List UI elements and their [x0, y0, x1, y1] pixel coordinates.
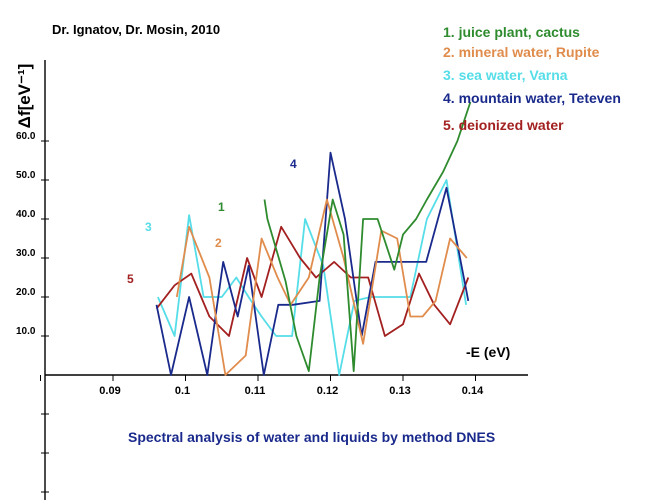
chart-title: Spectral analysis of water and liquids b… [128, 429, 495, 445]
chart-author: Dr. Ignatov, Dr. Mosin, 2010 [52, 22, 220, 37]
series-marker-1: 1 [218, 200, 225, 214]
x-tick-label: 0.14 [462, 385, 484, 397]
series-line-1 [263, 101, 472, 373]
x-tick-label: 0.12 [317, 385, 338, 397]
x-tick-label: 0.1 [175, 385, 190, 397]
series-marker-3: 3 [145, 220, 152, 234]
series-line-5 [155, 225, 470, 337]
x-tick-label: 0.09 [99, 385, 120, 397]
x-tick-label: 0.13 [389, 385, 410, 397]
legend-entry-3: 3. sea water, Varna [443, 67, 568, 83]
legend: 1. juice plant, cactus 2. mineral water, … [443, 24, 621, 133]
y-tick-label: 20.0 [16, 287, 36, 298]
y-tick-label: 30.0 [16, 248, 36, 259]
axes: 0.09 0.1 0.11 0.12 0.13 0.14 10.0 20.0 30.0 40.0 5… [16, 60, 528, 500]
series-line-4 [155, 151, 470, 376]
series-layer: 1 2 3 4 5 [127, 101, 472, 376]
legend-entry-5: 5. deionized water [443, 117, 564, 133]
y-tick-label: 60.0 [16, 131, 36, 142]
x-tick-label: 0.11 [245, 385, 266, 397]
y-axis-label: Δf[eV⁻¹] [15, 64, 34, 129]
legend-entry-4: 4. mountain water, Teteven [443, 90, 621, 106]
x-axis-label: -E (eV) [466, 344, 510, 360]
y-tick-label: 50.0 [16, 170, 36, 181]
legend-entry-2: 2. mineral water, Rupite [443, 44, 600, 60]
series-marker-2: 2 [215, 236, 222, 250]
legend-entry-1: 1. juice plant, cactus [443, 24, 580, 40]
y-tick-label: 40.0 [16, 209, 36, 220]
series-line-2 [175, 198, 468, 376]
series-marker-4: 4 [290, 157, 297, 171]
series-marker-5: 5 [127, 272, 134, 286]
y-tick-label: 10.0 [16, 326, 36, 337]
